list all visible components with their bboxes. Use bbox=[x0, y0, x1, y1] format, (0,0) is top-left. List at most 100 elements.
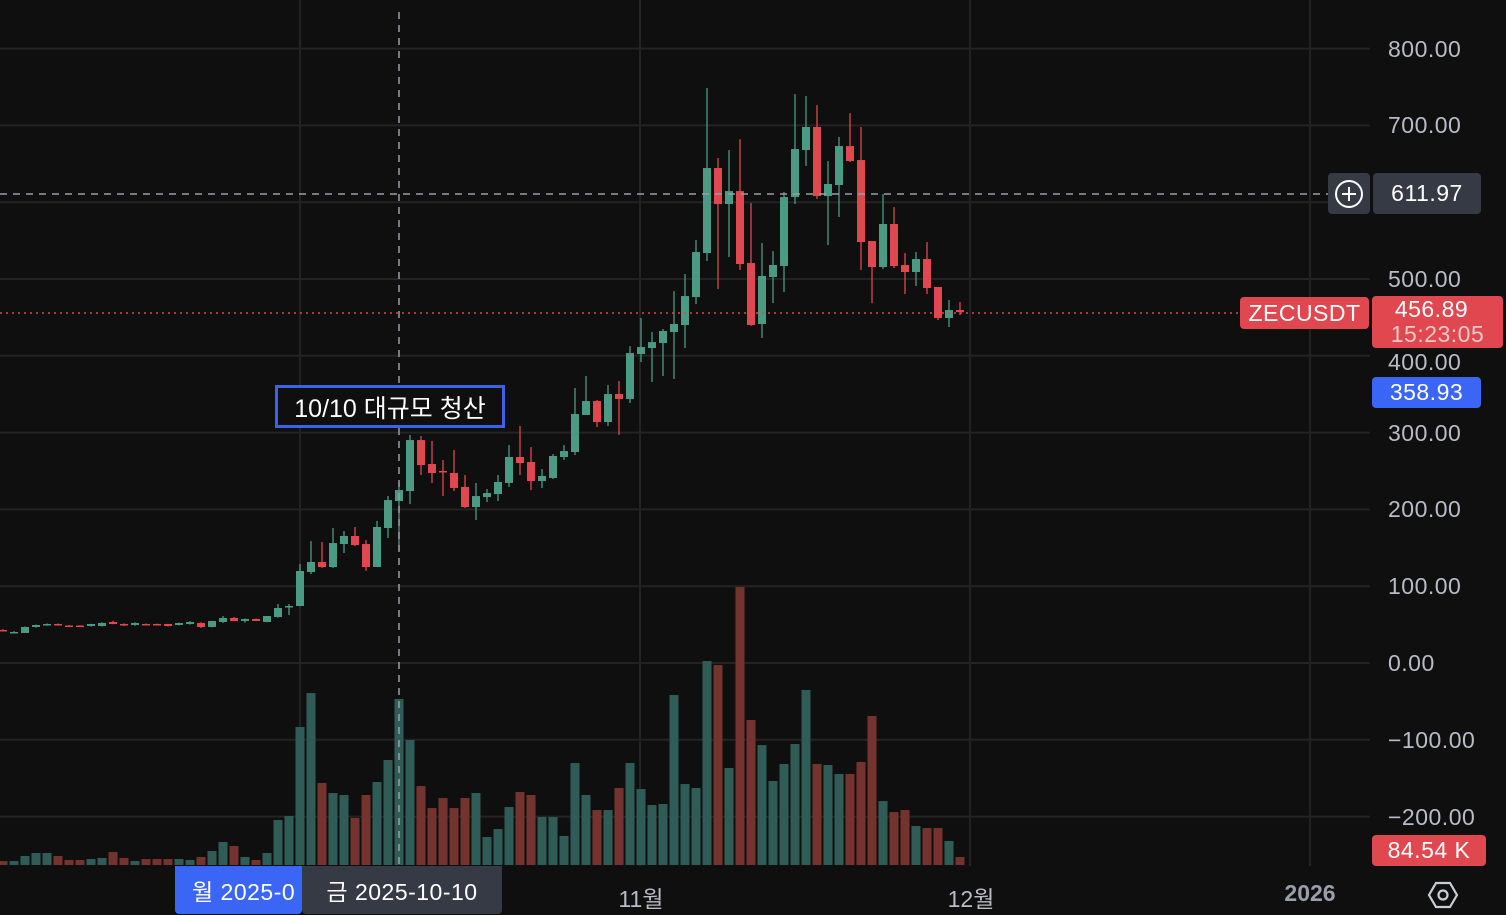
annotation-label[interactable]: 10/10 대규모 청산 bbox=[275, 385, 505, 428]
candle bbox=[824, 161, 832, 246]
candle bbox=[65, 624, 73, 628]
candle-body bbox=[824, 183, 832, 197]
volume-bar bbox=[262, 852, 272, 865]
volume-bar bbox=[812, 763, 822, 865]
volume-label: 84.54 K bbox=[1372, 835, 1486, 866]
last-price-label: 456.89 15:23:05 bbox=[1372, 296, 1503, 348]
volume-bar bbox=[427, 808, 437, 865]
candle-body bbox=[21, 626, 29, 633]
candle bbox=[758, 243, 766, 338]
candle bbox=[813, 105, 821, 200]
candle-body bbox=[131, 622, 139, 625]
candle bbox=[197, 622, 205, 629]
candle-body bbox=[901, 265, 909, 273]
settings-hexagon-icon bbox=[1427, 881, 1459, 909]
volume-bar bbox=[471, 793, 481, 865]
crosshair-date-label: 금 2025-10-10 bbox=[302, 866, 502, 914]
candle-body bbox=[208, 620, 216, 627]
candle-body bbox=[109, 621, 117, 624]
candle bbox=[241, 618, 249, 623]
candle-body bbox=[813, 127, 821, 197]
volume-bar bbox=[944, 840, 954, 865]
candle bbox=[670, 291, 678, 379]
candle bbox=[296, 564, 304, 607]
candle bbox=[692, 240, 700, 305]
candle bbox=[54, 623, 62, 626]
candle-body bbox=[945, 310, 953, 319]
candle-body bbox=[604, 394, 612, 423]
volume-bar bbox=[735, 587, 745, 865]
candle bbox=[450, 450, 458, 492]
candle-body bbox=[472, 496, 480, 508]
volume-bar bbox=[372, 782, 382, 865]
volume-bar bbox=[856, 761, 866, 865]
candle bbox=[923, 242, 931, 295]
last-price: 456.89 bbox=[1394, 296, 1469, 322]
time-axis-label: 2026 bbox=[1284, 880, 1336, 906]
volume-bar bbox=[724, 768, 734, 865]
candle bbox=[329, 527, 337, 568]
chart-settings-button[interactable] bbox=[1427, 880, 1459, 910]
volume-bar bbox=[889, 812, 899, 865]
candle bbox=[472, 482, 480, 520]
volume-bar bbox=[790, 744, 800, 865]
volume-bar bbox=[548, 817, 558, 865]
volume-bar bbox=[702, 661, 712, 865]
volume-bar bbox=[141, 859, 151, 865]
candle bbox=[725, 150, 733, 258]
candle-body bbox=[494, 481, 502, 495]
volume-bar bbox=[416, 786, 426, 865]
candle-body bbox=[241, 618, 249, 621]
volume-bar bbox=[108, 852, 118, 865]
candle bbox=[769, 251, 777, 304]
volume-bar bbox=[328, 793, 338, 865]
volume-bar bbox=[64, 859, 74, 865]
candle bbox=[802, 96, 810, 167]
candle-body bbox=[362, 544, 370, 567]
volume-bar bbox=[9, 861, 19, 865]
volume-bar bbox=[273, 819, 283, 865]
volume-bar bbox=[317, 782, 327, 865]
candle bbox=[340, 530, 348, 554]
candle-body bbox=[351, 535, 359, 546]
candle-body bbox=[637, 347, 645, 355]
candle bbox=[505, 445, 513, 487]
candle bbox=[549, 454, 557, 479]
candle bbox=[318, 542, 326, 568]
candle bbox=[461, 474, 469, 509]
candle-body bbox=[384, 500, 392, 528]
plus-circle-icon bbox=[1335, 179, 1363, 208]
candle-body bbox=[934, 286, 942, 319]
volume-bar bbox=[339, 794, 349, 865]
candle bbox=[362, 540, 370, 571]
candle bbox=[131, 622, 139, 626]
volume-bar bbox=[163, 859, 173, 865]
add-alert-button[interactable] bbox=[1328, 173, 1370, 214]
volume-bar bbox=[922, 828, 932, 865]
candle bbox=[307, 541, 315, 574]
volume-bar bbox=[350, 817, 360, 865]
candle bbox=[494, 474, 502, 502]
candle-body bbox=[527, 462, 535, 481]
candle-body bbox=[65, 625, 73, 628]
bar-countdown: 15:23:05 bbox=[1390, 321, 1485, 347]
candle-body bbox=[373, 526, 381, 567]
candle-body bbox=[252, 618, 260, 621]
candle-body bbox=[32, 624, 40, 627]
candle bbox=[527, 447, 535, 491]
volume-bar bbox=[53, 856, 63, 865]
candle-body bbox=[230, 617, 238, 621]
candle-body bbox=[835, 146, 843, 185]
candle-body bbox=[549, 456, 557, 478]
volume-bar bbox=[460, 798, 470, 865]
volume-bar bbox=[900, 810, 910, 865]
candle-body bbox=[450, 472, 458, 488]
candle bbox=[43, 623, 51, 626]
candle-body bbox=[747, 263, 755, 326]
candle bbox=[32, 624, 40, 628]
candle-body bbox=[802, 127, 810, 151]
candle-body bbox=[703, 168, 711, 254]
volume-bar bbox=[284, 815, 294, 865]
candle bbox=[846, 113, 854, 163]
